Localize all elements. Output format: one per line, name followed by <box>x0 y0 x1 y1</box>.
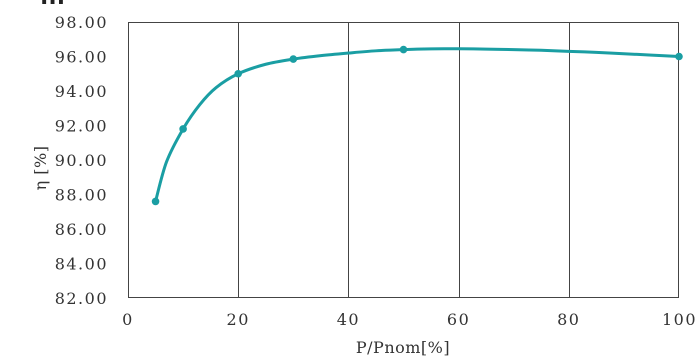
x-tick-label: 100 <box>662 310 697 329</box>
cropped-header-text: ... <box>40 0 65 10</box>
data-point <box>399 45 408 54</box>
x-tick-label: 0 <box>122 310 134 329</box>
y-axis-tick-labels: 82.00 84.00 86.00 88.00 90.00 92.00 94.00 96.00… <box>55 13 108 308</box>
data-point <box>151 197 160 206</box>
data-point <box>289 55 298 63</box>
y-tick-label: 88.00 <box>55 186 108 205</box>
x-tick-label: 80 <box>557 310 580 329</box>
data-point <box>179 125 187 133</box>
grid-lines <box>238 22 570 298</box>
y-tick-label: 96.00 <box>55 48 108 67</box>
x-axis-title: P/Pnom[%] <box>356 338 450 357</box>
y-tick-label: 94.00 <box>55 82 108 101</box>
y-tick-label: 92.00 <box>55 117 108 136</box>
y-axis-title: η [%] <box>31 146 50 191</box>
x-axis-tick-labels: 0 20 40 60 80 100 <box>122 310 697 329</box>
plot-border <box>128 22 679 298</box>
x-tick-label: 20 <box>227 310 250 329</box>
plot-frame <box>128 22 679 298</box>
y-tick-label: 84.00 <box>55 255 108 274</box>
x-tick-label: 60 <box>447 310 470 329</box>
y-tick-label: 98.00 <box>55 13 108 32</box>
data-point <box>234 69 242 78</box>
data-point <box>675 52 683 61</box>
y-tick-label: 90.00 <box>55 151 108 170</box>
series-efficiency <box>154 47 681 203</box>
y-tick-label: 82.00 <box>55 289 108 308</box>
x-tick-label: 40 <box>337 310 360 329</box>
efficiency-line <box>154 47 681 203</box>
data-points <box>151 45 683 206</box>
y-tick-label: 86.00 <box>55 220 108 239</box>
